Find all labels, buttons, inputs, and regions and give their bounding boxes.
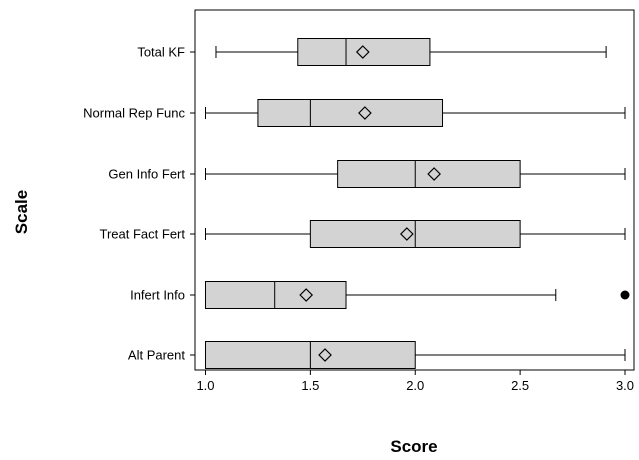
box-alt-parent (204, 341, 626, 369)
category-label: Normal Rep Func (83, 106, 185, 121)
category-label: Total KF (137, 45, 185, 60)
box-normal-rep-func (204, 99, 626, 127)
x-tick-label: 1.5 (301, 378, 319, 393)
x-tick-label: 3.0 (616, 378, 634, 393)
iqr-box (257, 99, 444, 127)
x-tick-label: 1.0 (196, 378, 214, 393)
x-axis-title: Score (390, 437, 437, 456)
mean-diamond (427, 167, 441, 181)
plot-frame (194, 9, 635, 371)
x-tick-label: 2.5 (511, 378, 529, 393)
x-axis-ticks: 1.0 1.5 2.0 2.5 3.0 (196, 370, 634, 393)
iqr-box (204, 281, 347, 309)
box-total-kf (215, 38, 607, 66)
mean-diamond (318, 348, 332, 362)
mean-diamond (400, 227, 414, 241)
y-axis-title: Scale (12, 190, 31, 234)
box-infert-info (204, 281, 630, 309)
category-labels: Total KF Normal Rep Func Gen Info Fert Trea… (83, 45, 195, 363)
mean-diamond (358, 106, 372, 120)
outlier-point (620, 290, 630, 300)
mean-diamond (299, 288, 314, 302)
box-treat-fact-fert (204, 220, 626, 248)
mean-diamond (355, 45, 370, 59)
iqr-box (297, 38, 431, 66)
x-tick-label: 2.0 (406, 378, 424, 393)
category-label: Treat Fact Fert (100, 227, 186, 242)
boxes-layer (204, 38, 630, 369)
category-label: Gen Info Fert (108, 167, 185, 182)
category-label: Infert Info (130, 288, 185, 303)
category-label: Alt Parent (128, 348, 185, 363)
box-gen-info-fert (204, 160, 626, 188)
